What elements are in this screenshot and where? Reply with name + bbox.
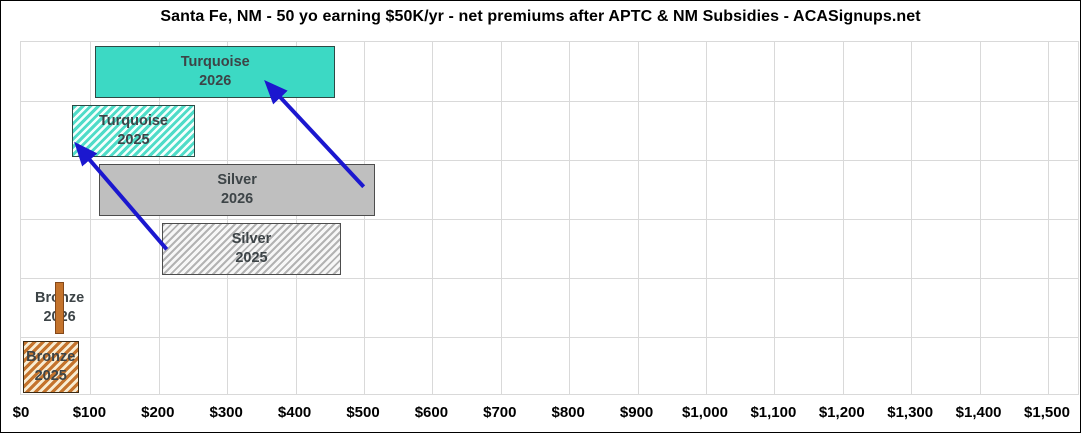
horizontal-gridline	[21, 219, 1078, 220]
vertical-gridline	[432, 42, 434, 394]
x-tick-label: $1,300	[887, 404, 934, 421]
vertical-gridline	[842, 42, 844, 394]
vertical-gridline	[706, 42, 707, 394]
x-tick-label: $600	[414, 404, 449, 421]
vertical-gridline	[90, 42, 92, 394]
vertical-gridline	[227, 42, 229, 394]
bar-silver-2025	[161, 222, 342, 275]
x-tick-label: $700	[483, 404, 517, 421]
horizontal-gridline	[21, 278, 1078, 279]
bar-bronze-2025	[22, 340, 79, 393]
bar-turquoise-2026	[95, 45, 336, 98]
bar-turquoise-2025	[71, 104, 196, 157]
x-tick-label: $1,200	[818, 404, 865, 421]
vertical-gridline	[911, 42, 913, 394]
bar-silver-2026	[99, 163, 375, 216]
horizontal-gridline	[21, 337, 1078, 338]
vertical-gridline	[364, 42, 365, 394]
x-tick-label: $1,400	[955, 404, 1002, 421]
x-tick-label: $800	[551, 404, 585, 421]
x-tick-label: $100	[72, 404, 107, 421]
bar-bronze-2026	[54, 281, 65, 334]
horizontal-gridline	[21, 101, 1078, 102]
x-tick-label: $900	[619, 404, 654, 421]
vertical-gridline	[774, 42, 776, 394]
vertical-gridline	[1048, 42, 1049, 394]
x-tick-label: $500	[346, 404, 380, 421]
vertical-gridline	[979, 42, 981, 394]
vertical-gridline	[500, 42, 502, 394]
x-tick-label: $200	[141, 404, 175, 421]
horizontal-gridline	[21, 160, 1078, 161]
x-tick-label: $400	[277, 404, 312, 421]
x-tick-label: $1,100	[750, 404, 797, 421]
x-tick-label: $300	[209, 404, 243, 421]
x-tick-label: $0	[12, 404, 30, 421]
vertical-gridline	[295, 42, 297, 394]
x-tick-label: $1,500	[1024, 404, 1070, 421]
chart-title: Santa Fe, NM - 50 yo earning $50K/yr - n…	[160, 8, 921, 25]
vertical-gridline	[637, 42, 639, 394]
vertical-gridline	[569, 42, 571, 394]
plot-area: Turquoise 2026 Turquoise 2025 Silver 2026 Silv…	[20, 41, 1079, 395]
x-tick-label: $1,000	[682, 404, 728, 421]
